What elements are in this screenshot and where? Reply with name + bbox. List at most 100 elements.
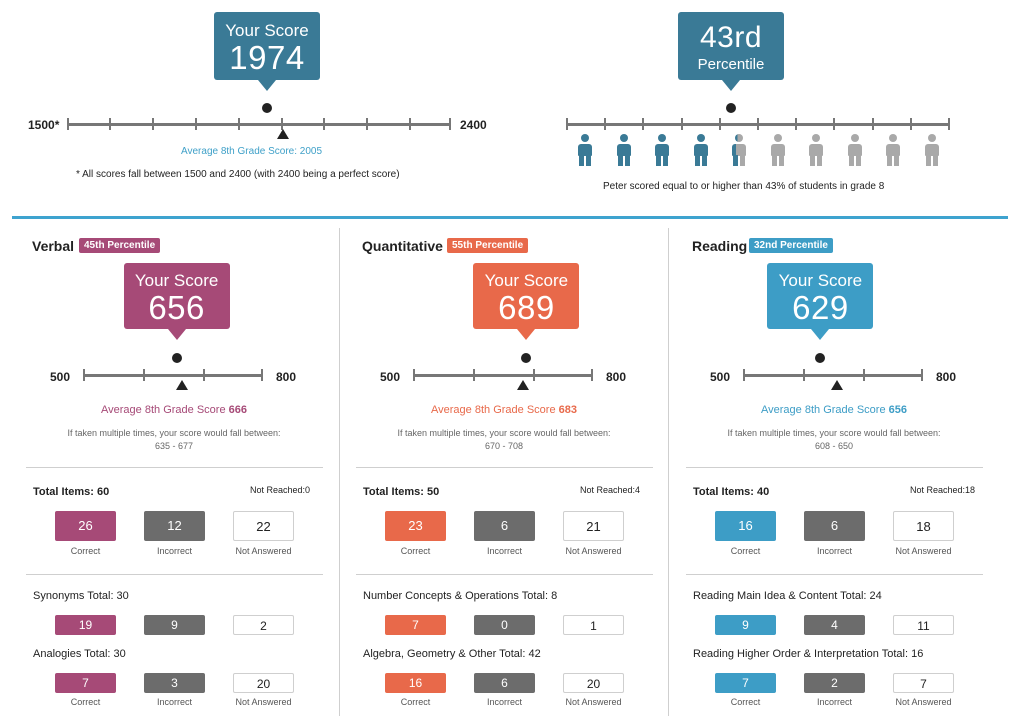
correct-caption: Correct — [730, 697, 761, 707]
not-answered-caption: Not Answered — [235, 546, 292, 556]
subscore-label: Synonyms Total: 30 — [33, 590, 129, 602]
overall-scale-tick — [109, 118, 111, 130]
section-title: Verbal — [32, 238, 75, 254]
subscore-correct: 16 — [385, 673, 446, 693]
section-divider — [686, 574, 983, 575]
incorrect-count: 6 — [804, 511, 865, 541]
subscore-label: Algebra, Geometry & Other Total: 42 — [363, 648, 541, 660]
overall-score-marker — [262, 103, 272, 113]
subscore-label: Reading Main Idea & Content Total: 24 — [693, 590, 882, 602]
percentile-scale-tick — [642, 118, 645, 130]
overall-scale-min: 1500* — [28, 118, 60, 132]
percentile-scale-tick — [909, 118, 912, 130]
percentile-scale-tick — [566, 118, 568, 130]
overall-footnote: * All scores fall between 1500 and 2400 … — [76, 169, 400, 180]
section-score-value: 656 — [148, 289, 205, 326]
not-answered-caption: Not Answered — [895, 546, 952, 556]
subscore-correct: 9 — [715, 615, 776, 635]
incorrect-caption: Incorrect — [486, 546, 522, 556]
section-title: Reading — [692, 238, 748, 254]
person-icon — [770, 134, 785, 166]
person-icon — [578, 134, 592, 166]
total-items: Total Items: 50 — [363, 486, 440, 498]
section-score-range-note: If taken multiple times, your score woul… — [34, 427, 314, 453]
section-score-range-note: If taken multiple times, your score woul… — [364, 427, 644, 453]
section-range-note-text: If taken multiple times, your score woul… — [397, 428, 611, 438]
overall-scale-tick — [323, 118, 325, 130]
header-divider — [12, 216, 1008, 219]
percentile-value: 43rd — [699, 21, 763, 54]
section-average-value: 666 — [228, 404, 247, 416]
overall-average-label: Average 8th Grade Score: 2005 — [181, 146, 323, 157]
section-range-note-text: If taken multiple times, your score woul… — [67, 428, 281, 438]
incorrect-caption: Incorrect — [156, 697, 192, 707]
overall-scale-tick — [238, 118, 240, 130]
correct-count: 26 — [55, 511, 116, 541]
not-reached: Not Reached:18 — [910, 485, 976, 495]
section-average-label: Average 8th Grade Score — [761, 404, 886, 416]
subscore-correct: 7 — [385, 615, 446, 635]
percentile-scale-tick — [948, 118, 950, 130]
section-score-callout: Your Score 629 — [767, 263, 874, 340]
subscore-not-answered: 20 — [563, 673, 624, 693]
section-range-note-text: If taken multiple times, your score woul… — [727, 428, 941, 438]
percentile-callout: 43rd Percentile — [678, 12, 784, 91]
section-range-note-values: 635 - 677 — [154, 441, 194, 451]
section-scale-min: 500 — [380, 370, 401, 384]
section-scale-tick — [533, 369, 535, 381]
overall-scale-tick — [281, 118, 283, 130]
incorrect-caption: Incorrect — [816, 546, 852, 556]
section-scale-tick — [83, 369, 85, 381]
section-scale-tick — [921, 369, 923, 381]
section-average-value: 683 — [558, 404, 577, 416]
not-answered-count: 22 — [233, 511, 294, 541]
percentile-caption: Peter scored equal to or higher than 43%… — [603, 181, 885, 192]
section-scale-tick — [863, 369, 865, 381]
section-score-callout: Your Score 656 — [123, 263, 230, 340]
subscore-not-answered: 11 — [893, 615, 954, 635]
section-scale-tick — [803, 369, 805, 381]
not-answered-caption: Not Answered — [565, 546, 622, 556]
person-icon — [924, 134, 939, 166]
subscore-correct: 7 — [55, 673, 116, 693]
not-reached: Not Reached:0 — [250, 485, 311, 495]
percentile-badge: 55th Percentile — [447, 238, 529, 253]
percentile-scale-tick — [757, 118, 759, 130]
overall-average-marker — [277, 129, 289, 139]
person-icon — [847, 134, 862, 166]
overall-scale-tick — [449, 118, 451, 130]
section-score-label: Your Score — [778, 271, 863, 290]
section-scale-max: 800 — [276, 370, 297, 384]
percentile-scale-tick — [680, 118, 683, 130]
subscore-not-answered: 20 — [233, 673, 294, 693]
total-items: Total Items: 40 — [693, 486, 770, 498]
section-average-marker — [830, 380, 843, 390]
subscore-incorrect: 4 — [804, 615, 865, 635]
section-divider — [686, 467, 983, 468]
overall-score-label: Your Score — [225, 21, 309, 40]
section-scale-tick — [261, 369, 263, 381]
section-score-value: 629 — [792, 289, 849, 326]
not-reached: Not Reached:4 — [580, 485, 641, 495]
section-range-note-values: 670 - 708 — [484, 441, 524, 451]
incorrect-caption: Incorrect — [486, 697, 522, 707]
section-divider — [26, 574, 323, 575]
person-icon — [655, 134, 669, 166]
not-answered-caption: Not Answered — [235, 697, 292, 707]
percentile-scale-tick — [718, 118, 721, 130]
section-title: Quantitative — [362, 238, 443, 254]
section-scale-min: 500 — [710, 370, 731, 384]
section-score-marker — [171, 353, 182, 363]
subscore-not-answered: 1 — [563, 615, 624, 635]
correct-count: 23 — [385, 511, 446, 541]
section-divider — [356, 467, 653, 468]
subscore-incorrect: 6 — [474, 673, 535, 693]
subscore-not-answered: 2 — [233, 615, 294, 635]
section-scale-tick — [591, 369, 593, 381]
person-icon — [886, 134, 900, 166]
section-score-value: 689 — [498, 289, 555, 326]
subscore-incorrect: 0 — [474, 615, 535, 635]
subscore-correct: 7 — [715, 673, 776, 693]
subscore-correct: 19 — [55, 615, 116, 635]
section-scale-tick — [143, 369, 145, 381]
